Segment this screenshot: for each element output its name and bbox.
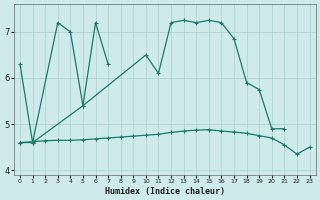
X-axis label: Humidex (Indice chaleur): Humidex (Indice chaleur) xyxy=(105,187,225,196)
